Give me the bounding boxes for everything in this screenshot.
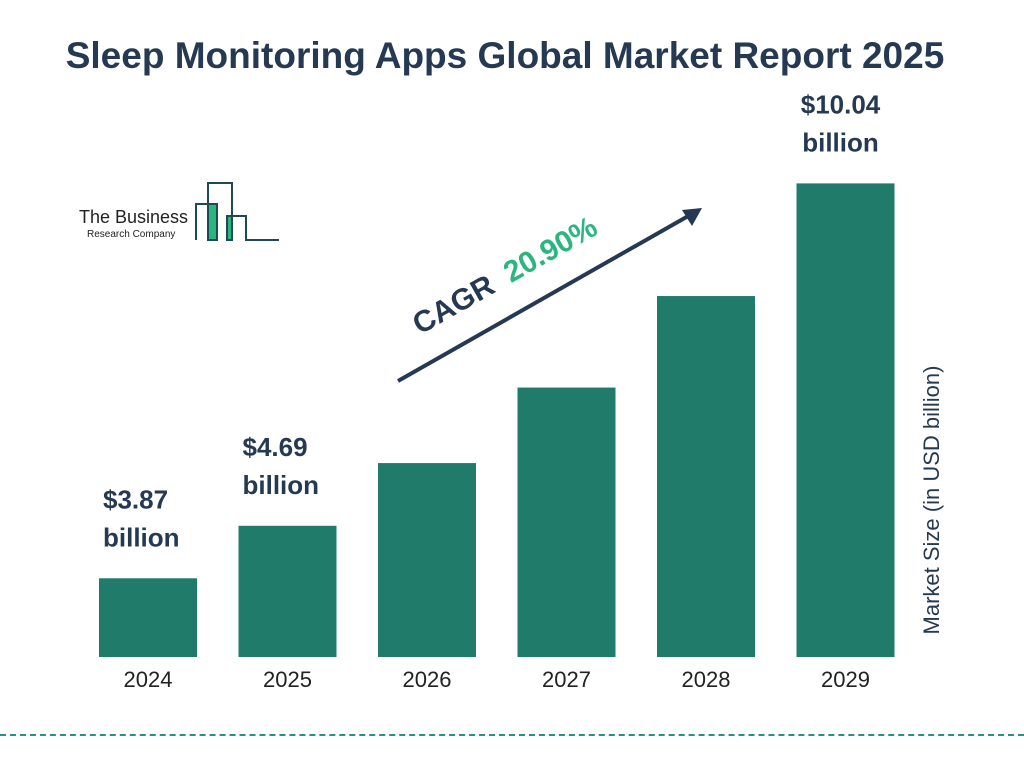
data-label-2029: billion bbox=[802, 127, 879, 157]
x-tick-label: 2029 bbox=[821, 667, 870, 692]
bar-2028 bbox=[657, 296, 755, 657]
bar-2027 bbox=[517, 387, 616, 657]
cagr-arrow bbox=[397, 208, 702, 383]
data-label-2024: billion bbox=[103, 522, 180, 552]
bar-2024 bbox=[99, 578, 197, 657]
x-tick-label: 2026 bbox=[403, 667, 452, 692]
data-label-2029: $10.04 bbox=[801, 89, 881, 119]
bar-2029 bbox=[796, 183, 895, 657]
bar-2025 bbox=[238, 525, 337, 657]
chart-title: Sleep Monitoring Apps Global Market Repo… bbox=[65, 35, 945, 76]
bar-2026 bbox=[378, 463, 476, 657]
data-label-2024: $3.87 bbox=[103, 484, 168, 514]
x-tick-label: 2024 bbox=[124, 667, 173, 692]
logo-bar-2 bbox=[227, 216, 232, 240]
x-tick-label: 2027 bbox=[542, 667, 591, 692]
data-label-2025: billion bbox=[243, 470, 320, 500]
divider bbox=[0, 734, 1024, 736]
logo-outline bbox=[195, 182, 279, 241]
y-axis-label: Market Size (in USD billion) bbox=[919, 365, 944, 635]
data-label-2025: $4.69 bbox=[243, 432, 308, 462]
cagr-value: 20.90% bbox=[498, 210, 603, 289]
logo-text-2: Research Company bbox=[87, 229, 175, 240]
logo-bar-1 bbox=[208, 204, 217, 240]
logo: The Business Research Company bbox=[79, 182, 279, 241]
logo-text-1: The Business bbox=[79, 207, 188, 227]
x-tick-label: 2028 bbox=[682, 667, 731, 692]
x-tick-label: 2025 bbox=[263, 667, 312, 692]
